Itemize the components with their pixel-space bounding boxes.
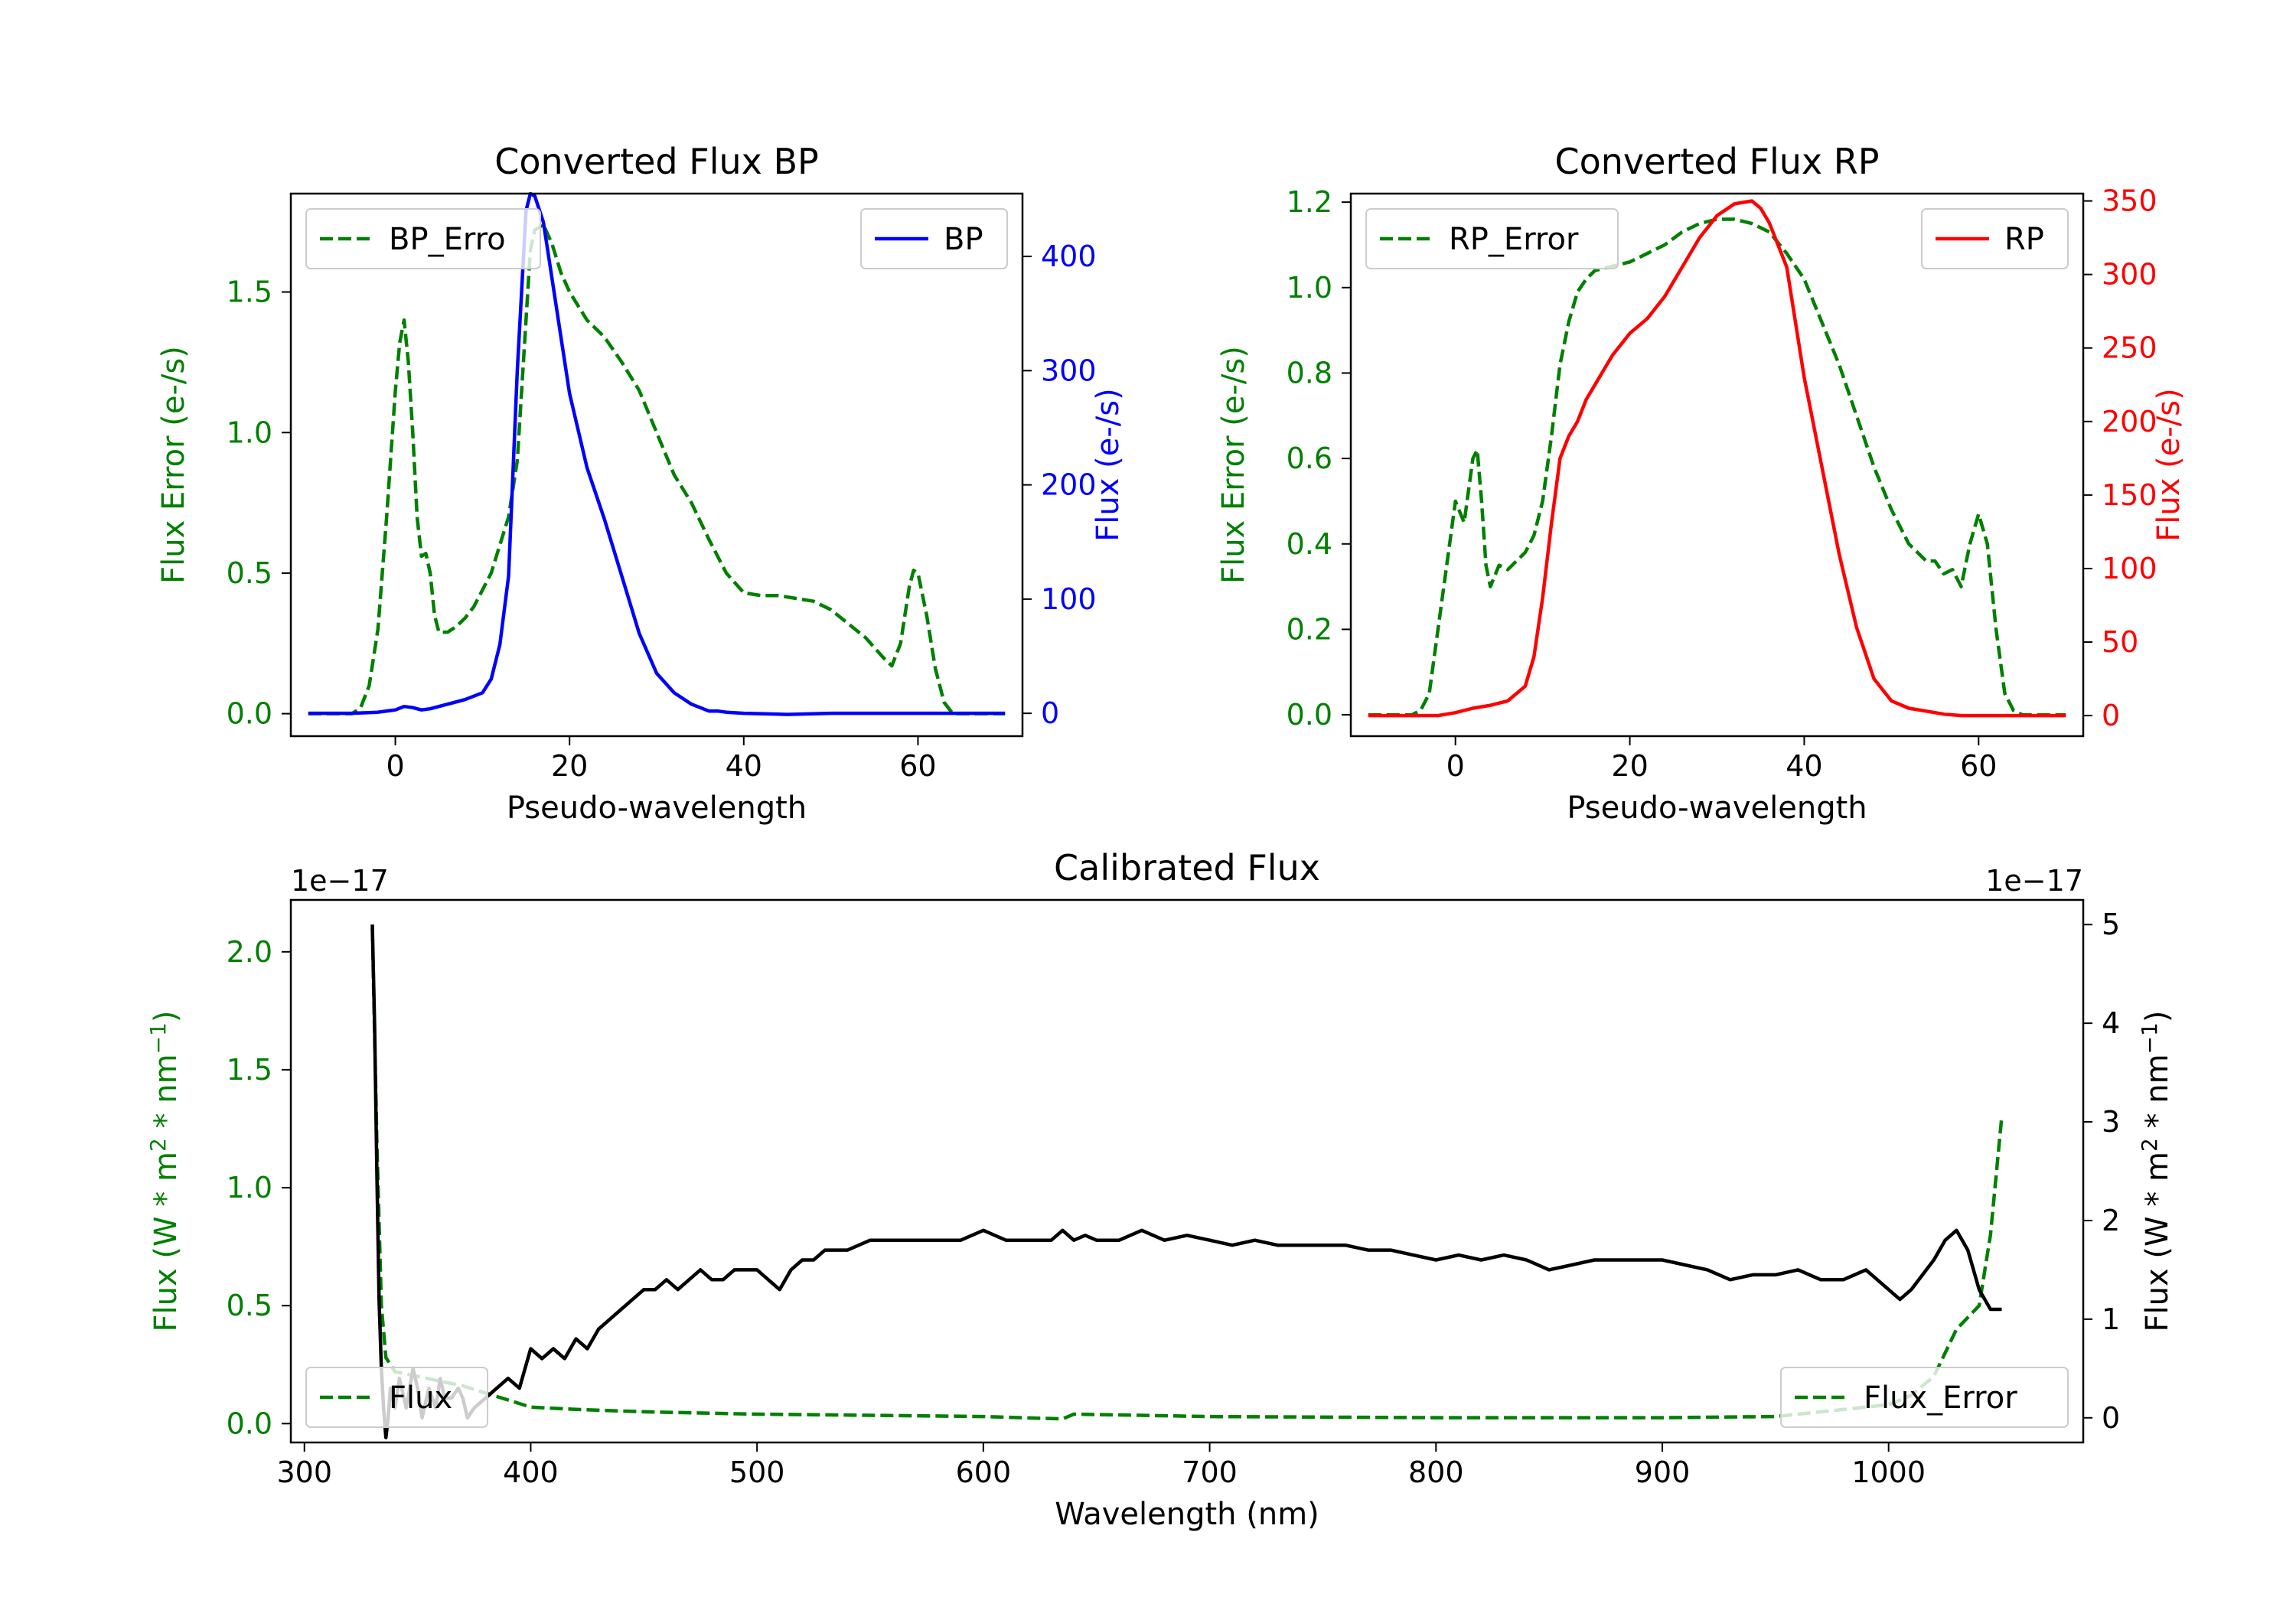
legend-bp_error: BP_Erro	[305, 208, 541, 269]
y-right-tick-label: 400	[1041, 240, 1097, 273]
y-left-tick-label: 0.5	[227, 1289, 272, 1322]
y-right-tick-label: 4	[2102, 1006, 2120, 1040]
x-tick-label: 500	[729, 1455, 785, 1489]
y-left-tick-label: 0.0	[1287, 698, 1332, 732]
x-tick-label: 60	[899, 749, 936, 783]
x-tick-label: 400	[503, 1455, 559, 1489]
y-right-tick-label: 2	[2102, 1204, 2120, 1237]
legend-box	[305, 1367, 488, 1428]
legend-flux_error: Flux_Error	[1780, 1367, 2069, 1428]
legend-flux_error: Flux	[305, 1367, 488, 1428]
y-right-tick-label: 350	[2102, 184, 2157, 218]
y-left-tick-label: 0.0	[227, 697, 272, 731]
y-right-tick-label: 0	[1041, 696, 1059, 730]
y-left-tick-label: 0.4	[1287, 527, 1332, 561]
chart-title: Converted Flux RP	[1555, 141, 1880, 182]
y-right-tick-label: 300	[2102, 258, 2157, 292]
chart-title: Calibrated Flux	[1054, 847, 1320, 888]
plot-frame	[289, 898, 2085, 1444]
legend-rp_error: RP_Error	[1365, 208, 1619, 269]
y-left-tick-label: 2.0	[227, 935, 272, 969]
y-left-tick-label: 0.6	[1287, 442, 1332, 475]
y-left-tick-label: 0.8	[1287, 356, 1332, 390]
y-right-tick-label: 5	[2102, 908, 2120, 941]
y-left-tick-label: 1.0	[227, 1171, 272, 1204]
y-right-tick-label: 250	[2102, 331, 2157, 365]
legend-label: RP	[2004, 222, 2044, 257]
y-right-tick-label: 0	[2102, 699, 2120, 732]
legend-box	[305, 208, 541, 269]
y-left-tick-label: 0.5	[227, 556, 272, 590]
y-right-tick-label: 100	[2102, 552, 2157, 585]
x-tick-label: 20	[1611, 749, 1648, 783]
legend-bp: BP	[860, 208, 1008, 269]
x-tick-label: 800	[1408, 1455, 1464, 1489]
plot-frame	[289, 192, 1024, 738]
y-right-tick-label: 200	[2102, 405, 2157, 438]
y-left-tick-label: 1.5	[227, 275, 272, 309]
y-right-tick-label: 200	[1041, 468, 1097, 502]
x-axis-label: Pseudo-wavelength	[1567, 790, 1867, 826]
legend-label: BP_Erro	[389, 222, 506, 257]
x-tick-label: 600	[956, 1455, 1012, 1489]
subplot-rp: Converted Flux RP 0 20 40 60 Pseudo-wavelengt…	[1216, 141, 2187, 826]
legend-label: RP_Error	[1449, 222, 1579, 257]
y-right-offset-label: 1e−17	[1985, 864, 2083, 898]
legend-label: Flux_Error	[1864, 1380, 2017, 1416]
x-tick-label: 1000	[1851, 1455, 1926, 1489]
legend-label: Flux	[389, 1380, 452, 1416]
legend-box	[1921, 208, 2069, 269]
x-tick-label: 300	[276, 1455, 332, 1489]
x-tick-label: 40	[726, 749, 762, 783]
y-right-tick-label: 0	[2102, 1401, 2120, 1435]
y-left-offset-label: 1e−17	[291, 864, 389, 898]
x-tick-label: 40	[1786, 749, 1822, 783]
y-right-tick-label: 100	[1041, 582, 1097, 616]
y-left-tick-label: 1.2	[1287, 185, 1332, 219]
series-line-bp_error	[308, 223, 1006, 715]
x-tick-label: 0	[386, 749, 404, 783]
y-right-tick-label: 150	[2102, 478, 2157, 512]
x-tick-label: 60	[1960, 749, 1997, 783]
legend-box	[860, 208, 1008, 269]
y-right-tick-label: 1	[2102, 1302, 2120, 1336]
y-right-tick-label: 50	[2102, 625, 2138, 659]
subplot-cal: Calibrated Flux 300 400 500 600 700 800 900 1000…	[145, 847, 2175, 1532]
y-left-axis-label: Flux (W * m2 * nm−1)	[145, 1011, 184, 1332]
legend-rp: RP	[1921, 208, 2069, 269]
plot-frame	[1349, 192, 2085, 738]
y-right-axis-label: Flux (e-/s)	[2151, 388, 2187, 541]
y-left-tick-label: 1.0	[227, 416, 272, 449]
y-left-tick-label: 0.0	[227, 1407, 272, 1440]
subplot-bp: Converted Flux BP 0 20 40 60 Pseudo-wavelengt…	[156, 141, 1126, 826]
y-right-axis-label: Flux (W * m2 * nm−1)	[2137, 1011, 2175, 1332]
legend-box	[1780, 1367, 2069, 1428]
x-axis-label: Pseudo-wavelength	[507, 790, 807, 826]
legend-box	[1365, 208, 1619, 269]
y-left-tick-label: 1.5	[227, 1053, 272, 1087]
y-right-tick-label: 300	[1041, 354, 1097, 387]
chart-title: Converted Flux BP	[494, 141, 819, 182]
y-right-axis-label: Flux (e-/s)	[1091, 388, 1126, 541]
series-line-rp	[1368, 199, 2066, 718]
x-tick-label: 20	[551, 749, 588, 783]
x-tick-label: 0	[1446, 749, 1465, 783]
x-axis-label: Wavelength (nm)	[1055, 1497, 1319, 1532]
y-right-tick-label: 3	[2102, 1105, 2120, 1139]
y-left-tick-label: 1.0	[1287, 271, 1332, 305]
series-line-rp_error	[1368, 217, 2066, 717]
legend-label: BP	[944, 222, 983, 257]
x-tick-label: 900	[1635, 1455, 1691, 1489]
y-left-tick-label: 0.2	[1287, 612, 1332, 646]
series-line-bp	[308, 191, 1006, 716]
y-left-axis-label: Flux Error (e-/s)	[1216, 346, 1251, 584]
x-tick-label: 700	[1182, 1455, 1238, 1489]
y-left-axis-label: Flux Error (e-/s)	[156, 346, 191, 584]
